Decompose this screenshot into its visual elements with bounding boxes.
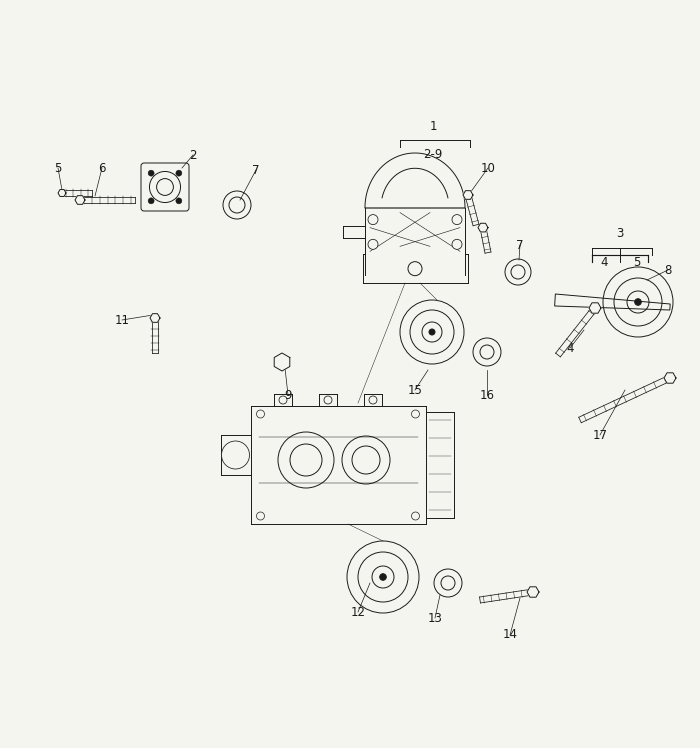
Circle shape	[635, 298, 641, 305]
Circle shape	[256, 410, 265, 418]
Circle shape	[379, 574, 386, 580]
Polygon shape	[589, 303, 601, 313]
Text: 7: 7	[252, 164, 260, 177]
Text: 17: 17	[592, 429, 608, 441]
Text: 6: 6	[98, 162, 106, 174]
Circle shape	[290, 444, 322, 476]
Text: 4: 4	[601, 256, 608, 269]
Polygon shape	[58, 189, 66, 197]
Circle shape	[473, 338, 501, 366]
Text: 1: 1	[429, 120, 437, 133]
Circle shape	[441, 576, 455, 590]
Circle shape	[150, 171, 181, 203]
Circle shape	[368, 215, 378, 224]
Polygon shape	[75, 196, 85, 204]
Circle shape	[434, 569, 462, 597]
Text: 3: 3	[616, 227, 624, 240]
Circle shape	[176, 198, 182, 204]
Circle shape	[342, 436, 390, 484]
Circle shape	[480, 345, 494, 359]
Polygon shape	[274, 353, 290, 371]
Text: 2-9: 2-9	[424, 148, 442, 161]
Text: 12: 12	[351, 605, 365, 619]
Circle shape	[412, 512, 419, 520]
Text: 15: 15	[407, 384, 422, 396]
Text: 5: 5	[55, 162, 62, 174]
Text: 5: 5	[634, 256, 640, 269]
Polygon shape	[150, 313, 160, 322]
Circle shape	[429, 329, 435, 335]
Circle shape	[278, 432, 334, 488]
Polygon shape	[478, 223, 488, 232]
Circle shape	[452, 215, 462, 224]
Polygon shape	[527, 586, 539, 597]
Circle shape	[176, 170, 182, 176]
Text: 8: 8	[664, 263, 672, 277]
Circle shape	[452, 239, 462, 249]
Circle shape	[511, 265, 525, 279]
Circle shape	[229, 197, 245, 213]
Circle shape	[408, 262, 422, 276]
Circle shape	[223, 191, 251, 219]
Circle shape	[148, 170, 154, 176]
Circle shape	[412, 410, 419, 418]
Text: 2: 2	[189, 149, 197, 162]
Text: 10: 10	[481, 162, 496, 174]
Circle shape	[157, 179, 174, 195]
Polygon shape	[664, 373, 676, 383]
Circle shape	[369, 396, 377, 404]
Circle shape	[221, 441, 249, 469]
Text: 9: 9	[284, 388, 292, 402]
Text: 11: 11	[115, 313, 130, 326]
Polygon shape	[554, 294, 670, 310]
Text: 4: 4	[566, 342, 574, 355]
Circle shape	[505, 259, 531, 285]
Circle shape	[352, 446, 380, 474]
Text: 13: 13	[428, 612, 442, 625]
Text: 16: 16	[480, 388, 494, 402]
Circle shape	[324, 396, 332, 404]
Polygon shape	[463, 191, 473, 199]
Circle shape	[279, 396, 287, 404]
Circle shape	[368, 239, 378, 249]
Text: 14: 14	[503, 628, 517, 642]
Circle shape	[256, 512, 265, 520]
Text: 7: 7	[517, 239, 524, 251]
Circle shape	[148, 198, 154, 204]
FancyBboxPatch shape	[141, 163, 189, 211]
